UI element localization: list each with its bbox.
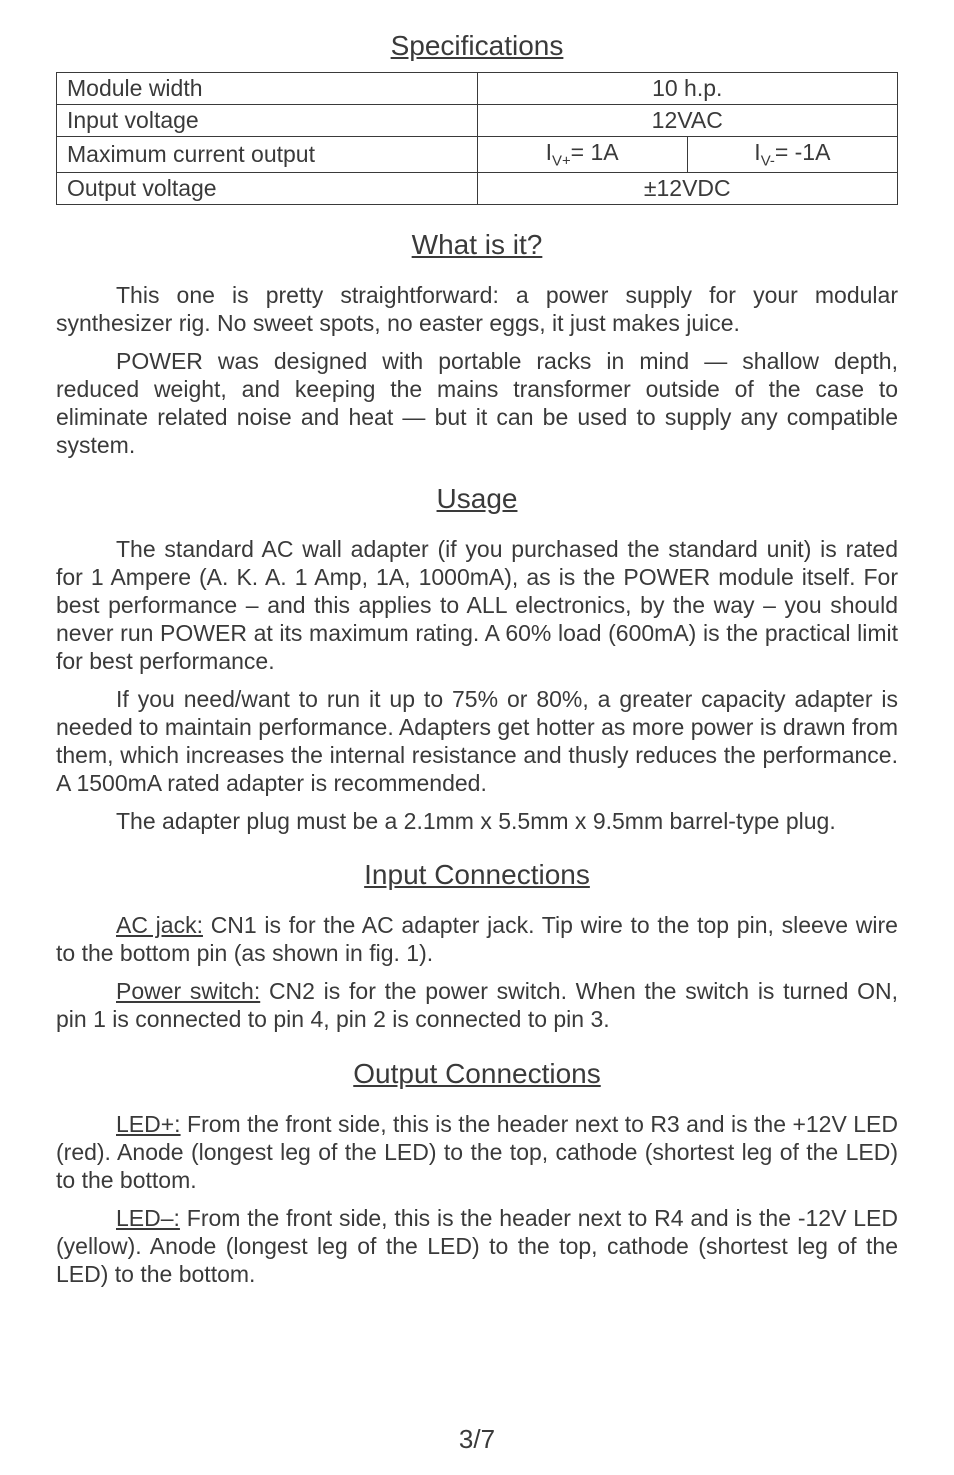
specs-table: Module width 10 h.p. Input voltage 12VAC… — [56, 72, 898, 205]
cell-input-voltage-value: 12VAC — [477, 105, 898, 137]
cell-module-width-label: Module width — [57, 73, 478, 105]
output-paragraph-2: LED–: From the front side, this is the h… — [56, 1204, 898, 1288]
heading-specifications: Specifications — [56, 30, 898, 62]
label-led-minus: LED–: — [116, 1205, 180, 1231]
cell-output-voltage-label: Output voltage — [57, 172, 478, 204]
cell-module-width-value: 10 h.p. — [477, 73, 898, 105]
cell-output-voltage-value: ±12VDC — [477, 172, 898, 204]
label-ac-jack: AC jack: — [116, 912, 203, 938]
heading-input-connections: Input Connections — [56, 859, 898, 891]
heading-usage: Usage — [56, 483, 898, 515]
usage-paragraph-3: The adapter plug must be a 2.1mm x 5.5mm… — [56, 807, 898, 835]
cell-max-current-label: Maximum current output — [57, 137, 478, 173]
input-paragraph-2: Power switch: CN2 is for the power switc… — [56, 977, 898, 1033]
what-paragraph-2: POWER was designed with portable racks i… — [56, 347, 898, 459]
cell-input-voltage-label: Input voltage — [57, 105, 478, 137]
what-paragraph-1: This one is pretty straightforward: a po… — [56, 281, 898, 337]
heading-what-is-it: What is it? — [56, 229, 898, 261]
output-paragraph-1: LED+: From the front side, this is the h… — [56, 1110, 898, 1194]
cell-max-current-neg: IV-= -1A — [687, 137, 897, 173]
heading-output-connections: Output Connections — [56, 1058, 898, 1090]
usage-paragraph-2: If you need/want to run it up to 75% or … — [56, 685, 898, 797]
label-power-switch: Power switch: — [116, 978, 260, 1004]
usage-paragraph-1: The standard AC wall adapter (if you pur… — [56, 535, 898, 675]
input-paragraph-1: AC jack: CN1 is for the AC adapter jack.… — [56, 911, 898, 967]
label-led-plus: LED+: — [116, 1111, 181, 1137]
page-number: 3/7 — [56, 1414, 898, 1455]
cell-max-current-pos: IV+= 1A — [477, 137, 687, 173]
